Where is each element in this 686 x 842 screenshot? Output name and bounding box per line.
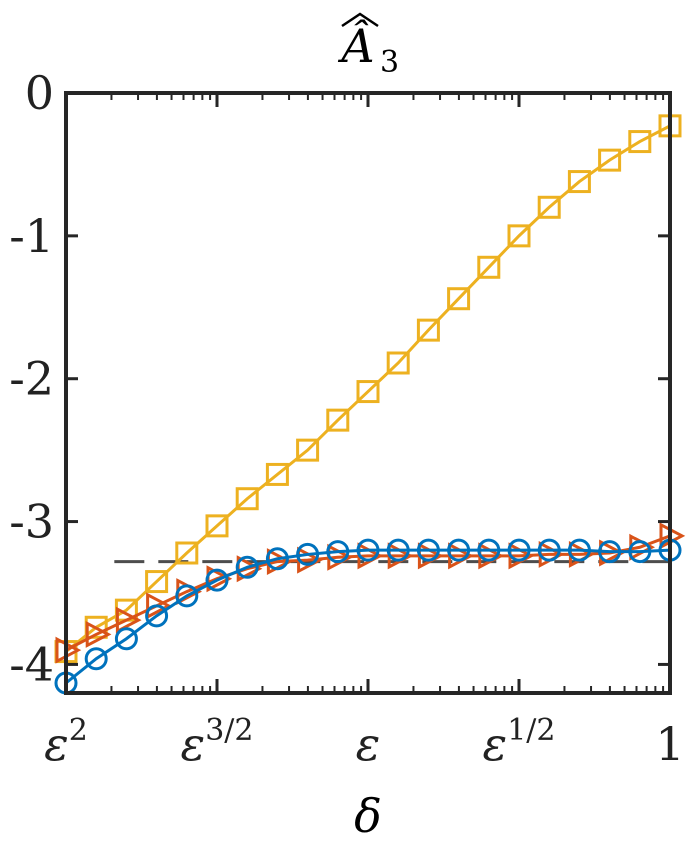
data-point-triangle (85, 620, 112, 648)
data-point-circle (235, 555, 259, 579)
data-point-square (507, 224, 531, 248)
data-point-circle (145, 604, 169, 628)
data-point-circle (507, 538, 531, 562)
data-point-circle (567, 538, 591, 562)
data-point-circle (326, 540, 350, 564)
data-point-square (628, 130, 652, 154)
data-point-square (205, 514, 229, 538)
data-point-square (235, 487, 259, 511)
data-point-square (296, 438, 320, 462)
data-point-square (175, 541, 199, 565)
data-point-square (326, 408, 350, 432)
data-point-square (567, 170, 591, 194)
data-point-circle (386, 538, 410, 562)
y-tick-label: -4 (9, 637, 54, 691)
data-point-circle (265, 547, 289, 571)
data-point-triangle (146, 592, 172, 620)
data-point-circle (356, 538, 380, 562)
data-point-square (537, 195, 561, 219)
data-point-square (386, 351, 410, 375)
data-point-circle (477, 538, 501, 562)
data-point-circle (205, 568, 229, 592)
data-point-square (447, 287, 471, 311)
x-tick-label: ε (356, 717, 381, 771)
data-point-square (265, 462, 289, 486)
series-layer (54, 114, 686, 695)
data-point-circle (416, 538, 440, 562)
data-point-square (356, 380, 380, 404)
y-tick-label: -2 (9, 352, 54, 406)
x-tick-label: 1 (655, 717, 684, 771)
title-hat (341, 12, 379, 28)
data-point-circle (296, 542, 320, 566)
data-point-circle (114, 627, 138, 651)
tick-labels: 0 -1 -2 -3 -4 ε2 ε3/2 ε ε1/2 1 (9, 66, 684, 771)
data-point-circle (175, 584, 199, 608)
data-point-square (416, 318, 440, 342)
chart-title: Â (337, 18, 374, 73)
chart-title-subscript: 3 (380, 45, 399, 80)
x-axis-label: δ (354, 789, 382, 842)
x-tick-label: ε2 (44, 713, 88, 771)
x-tick-label: ε1/2 (483, 713, 556, 771)
y-tick-label: 0 (25, 66, 54, 120)
data-point-square (145, 570, 169, 594)
y-tick-label: -3 (9, 495, 54, 549)
data-point-square (598, 148, 622, 172)
data-point-triangle (115, 606, 142, 634)
data-point-circle (628, 540, 652, 564)
y-tick-label: -1 (9, 209, 54, 263)
data-point-circle (84, 647, 108, 671)
data-point-circle (598, 540, 622, 564)
data-point-square (477, 255, 501, 279)
data-point-circle (537, 538, 561, 562)
axes-layer (64, 91, 672, 695)
x-tick-label: ε3/2 (181, 713, 254, 771)
data-point-circle (447, 538, 471, 562)
